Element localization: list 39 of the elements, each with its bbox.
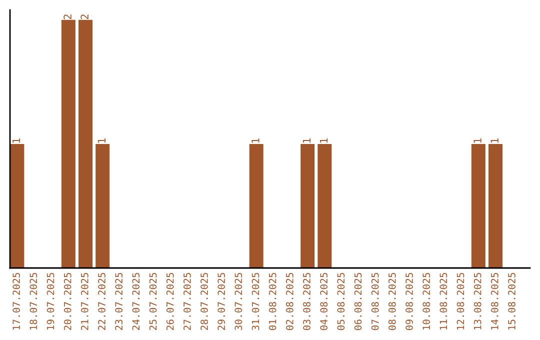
x-tick-label: 04.08.2025 (320, 272, 328, 330)
x-tick-label: 31.07.2025 (252, 272, 260, 330)
x-tick-label: 01.08.2025 (268, 272, 276, 330)
data-label: 2 (80, 14, 88, 20)
x-tick-label: 20.07.2025 (64, 272, 72, 330)
x-tick-label: 11.08.2025 (440, 272, 448, 330)
x-tick-label: 21.07.2025 (81, 272, 88, 330)
x-tick-label: 29.07.2025 (218, 272, 226, 330)
x-tick-label: 22.07.2025 (98, 272, 106, 330)
x-tick-label: 19.07.2025 (46, 272, 54, 330)
x-tick-label: 30.07.2025 (234, 272, 242, 330)
x-tick-label: 02.08.2025 (286, 272, 294, 330)
x-tick-label: 07.08.2025 (371, 272, 379, 330)
data-label: 1 (98, 138, 106, 143)
x-tick-label: 28.07.2025 (200, 272, 208, 330)
x-tick-label: 23.07.2025 (115, 272, 123, 330)
x-tick-label: 05.08.2025 (337, 272, 345, 330)
x-tick-label: 12.08.2025 (456, 272, 464, 330)
data-label: 1 (474, 138, 482, 143)
x-tick-label: 14.08.2025 (490, 272, 498, 330)
x-tick-label: 10.08.2025 (422, 272, 430, 330)
data-label: 1 (490, 138, 498, 143)
x-tick-label: 06.08.2025 (354, 272, 362, 330)
x-tick-label: 09.08.2025 (406, 272, 413, 330)
x-tick-label: 03.08.2025 (303, 272, 310, 330)
x-tick-label: 26.07.2025 (166, 272, 174, 330)
data-label: 1 (302, 138, 310, 143)
x-tick-label: 13.08.2025 (474, 272, 482, 330)
x-tick-label: 17.07.2025 (12, 272, 20, 330)
x-tick-label: 08.08.2025 (388, 272, 396, 330)
x-tick-label: 25.07.2025 (149, 272, 157, 330)
data-label: 2 (64, 14, 72, 20)
x-tick-label: 15.08.2025 (508, 272, 516, 330)
x-tick-label: 27.07.2025 (183, 272, 191, 330)
data-label: 1 (12, 138, 20, 143)
x-tick-label: 24.07.2025 (132, 272, 140, 330)
data-label: 1 (320, 138, 328, 143)
x-tick-label: 18.07.2025 (30, 272, 38, 330)
data-label: 1 (252, 138, 260, 143)
